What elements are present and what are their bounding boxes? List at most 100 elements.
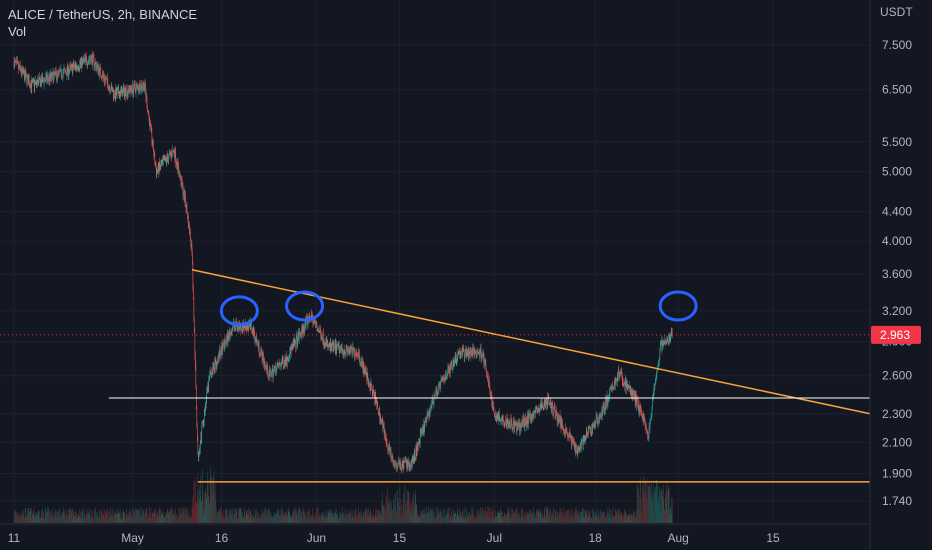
- candle-body: [156, 167, 157, 176]
- volume-bar: [498, 510, 500, 523]
- candle-body: [604, 406, 606, 410]
- candle-body: [51, 73, 52, 79]
- candle-body: [431, 403, 432, 409]
- volume-bar: [70, 507, 71, 523]
- volume-bar: [108, 515, 109, 523]
- volume-bar: [300, 510, 301, 523]
- volume-bar: [172, 508, 173, 523]
- candle-body: [101, 77, 103, 79]
- volume-bar: [524, 518, 525, 523]
- candle-body: [401, 470, 402, 471]
- volume-bar: [638, 493, 640, 523]
- volume-bar: [388, 503, 389, 523]
- candle-body: [539, 407, 540, 411]
- candle-body: [98, 68, 100, 75]
- candle-body: [642, 413, 644, 419]
- volume-bar: [617, 508, 619, 523]
- candle-body: [234, 325, 236, 327]
- volume-bar: [442, 508, 444, 523]
- candle-body: [289, 348, 291, 352]
- volume-bar: [635, 512, 637, 523]
- volume-bar: [89, 511, 90, 523]
- volume-bar: [623, 518, 625, 523]
- volume-bar: [278, 512, 279, 523]
- volume-bar: [437, 510, 439, 523]
- volume-bar: [540, 511, 542, 523]
- volume-bar: [46, 511, 48, 523]
- volume-bar: [483, 510, 484, 523]
- candle-body: [383, 424, 384, 428]
- volume-bar: [313, 517, 314, 523]
- volume-bar: [61, 512, 62, 523]
- candle-body: [564, 431, 566, 434]
- volume-bar: [60, 515, 61, 523]
- volume-bar: [253, 518, 254, 523]
- candle-body: [639, 405, 641, 408]
- candle-body: [610, 386, 612, 389]
- volume-bar: [488, 517, 490, 523]
- candle-body: [62, 73, 64, 78]
- candle-body: [449, 369, 450, 371]
- volume-bar: [634, 511, 635, 523]
- volume-bar: [658, 496, 659, 523]
- candle-body: [246, 326, 248, 330]
- candle-body: [660, 342, 661, 350]
- volume-bar: [652, 493, 654, 523]
- volume-bar: [292, 512, 294, 523]
- candle-body: [458, 351, 460, 354]
- annotation-circle[interactable]: [658, 290, 698, 322]
- time-axis[interactable]: 11 May 16 Jun 15 Jul 18 Aug 15: [8, 531, 780, 545]
- price-tick-label: 5.500: [882, 135, 912, 149]
- candle-body: [214, 359, 216, 370]
- candle-body: [447, 374, 448, 375]
- volume-bar: [415, 489, 416, 523]
- volume-bar: [51, 516, 52, 523]
- candle-body: [599, 414, 601, 417]
- candle-body: [380, 419, 382, 422]
- candle-body: [561, 420, 562, 428]
- candle-body: [508, 421, 510, 423]
- volume-bar: [593, 510, 594, 523]
- candle-body: [114, 96, 116, 98]
- volume-bar: [269, 510, 271, 523]
- candle-body: [349, 350, 350, 354]
- volume-bar: [98, 517, 100, 523]
- volume-bar: [69, 508, 71, 523]
- volume-bar: [75, 512, 76, 523]
- candle-body: [614, 381, 616, 385]
- volume-bar: [561, 512, 563, 523]
- volume-bar: [462, 511, 463, 523]
- candle-body: [416, 444, 417, 456]
- volume-bar: [49, 510, 51, 523]
- volume-bar: [166, 513, 167, 523]
- volume-bar: [91, 509, 93, 523]
- volume-bar: [197, 495, 199, 523]
- annotation-circle[interactable]: [219, 295, 259, 327]
- volume-bar: [465, 518, 467, 523]
- candle-body: [112, 87, 113, 92]
- candle-body: [484, 364, 485, 366]
- volume-bar: [231, 515, 232, 523]
- volume-bar: [163, 510, 164, 523]
- volume-bar: [526, 515, 527, 523]
- candle-body: [121, 87, 123, 97]
- volume-bar: [288, 511, 289, 523]
- volume-bar: [625, 509, 627, 523]
- volume-bar: [214, 493, 215, 523]
- volume-bar: [213, 475, 214, 523]
- volume-bar: [373, 509, 374, 523]
- descending-trendline[interactable]: [191, 269, 871, 415]
- candle-body: [462, 347, 464, 351]
- volume-bar: [29, 510, 30, 523]
- candle-body: [278, 363, 280, 368]
- volume-bar: [500, 507, 501, 523]
- volume-bar: [360, 508, 362, 523]
- candle-body: [193, 287, 194, 300]
- volume-bar: [148, 516, 149, 523]
- candle-body: [55, 70, 56, 74]
- candle-body: [106, 77, 108, 79]
- annotation-circle[interactable]: [285, 290, 325, 322]
- volume-bar: [359, 512, 360, 523]
- volume-bar: [241, 508, 242, 523]
